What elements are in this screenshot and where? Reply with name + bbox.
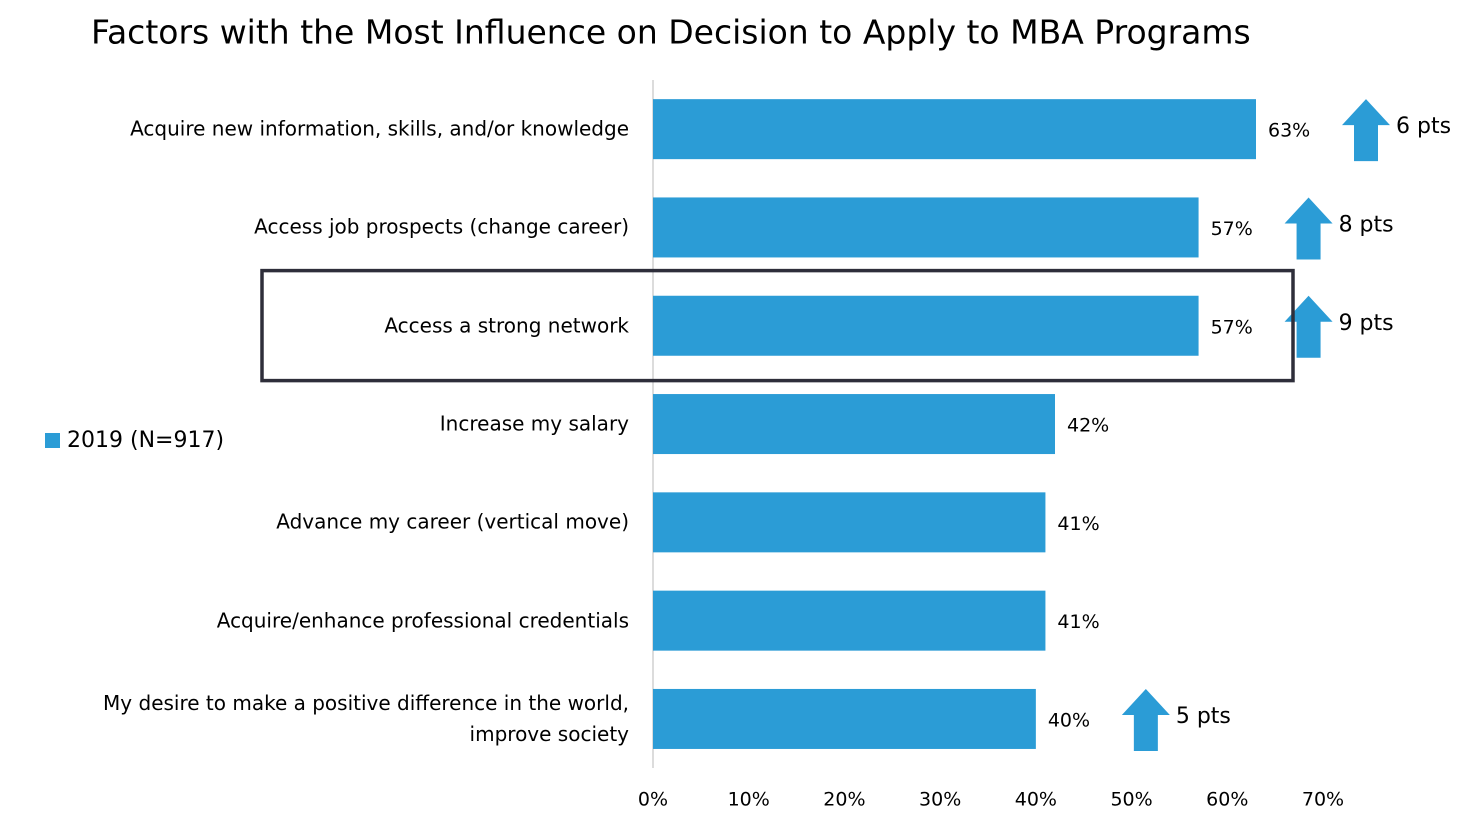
x-tick-label: 40% xyxy=(1015,789,1057,811)
y-tick-label: Advance my career (vertical move) xyxy=(276,509,629,534)
value-label: 57% xyxy=(1211,218,1253,240)
value-label: 63% xyxy=(1268,120,1310,142)
value-label: 41% xyxy=(1057,513,1099,535)
change-label: 9 pts xyxy=(1339,311,1394,336)
bar xyxy=(653,295,1199,356)
bar xyxy=(653,99,1256,160)
x-tick-label: 20% xyxy=(823,789,865,811)
x-tick-label: 30% xyxy=(919,789,961,811)
bar xyxy=(653,688,1036,749)
y-tick-label: My desire to make a positive difference … xyxy=(103,690,629,746)
x-tick-label: 70% xyxy=(1302,789,1344,811)
y-tick-label: Access a strong network xyxy=(384,313,629,338)
bar xyxy=(653,394,1055,455)
change-arrow xyxy=(1342,99,1390,162)
legend-swatch xyxy=(45,433,60,448)
y-tick-label: Acquire/enhance professional credentials xyxy=(216,608,629,633)
change-arrow xyxy=(1284,295,1333,358)
change-label: 6 pts xyxy=(1396,114,1451,139)
highlight-box xyxy=(260,268,1295,383)
value-label: 42% xyxy=(1067,415,1109,437)
value-label: 40% xyxy=(1048,709,1090,731)
chart-title: Factors with the Most Influence on Decis… xyxy=(91,13,1251,52)
change-label: 8 pts xyxy=(1339,212,1394,237)
change-arrow xyxy=(1284,197,1333,260)
value-label: 57% xyxy=(1211,316,1253,338)
x-tick-label: 0% xyxy=(638,789,668,811)
change-arrow xyxy=(1121,688,1170,751)
y-tick-label: Increase my salary xyxy=(439,411,629,436)
x-tick-label: 10% xyxy=(728,789,770,811)
x-tick-label: 50% xyxy=(1110,789,1152,811)
bar xyxy=(653,492,1046,553)
legend-label: 2019 (N=917) xyxy=(67,428,224,453)
bar xyxy=(653,197,1199,258)
value-label: 41% xyxy=(1057,611,1099,633)
y-tick-label: Acquire new information, skills, and/or … xyxy=(130,116,629,141)
bar xyxy=(653,590,1046,651)
y-tick-label: Access job prospects (change career) xyxy=(254,214,629,239)
change-label: 5 pts xyxy=(1176,704,1231,729)
x-tick-label: 60% xyxy=(1206,789,1248,811)
